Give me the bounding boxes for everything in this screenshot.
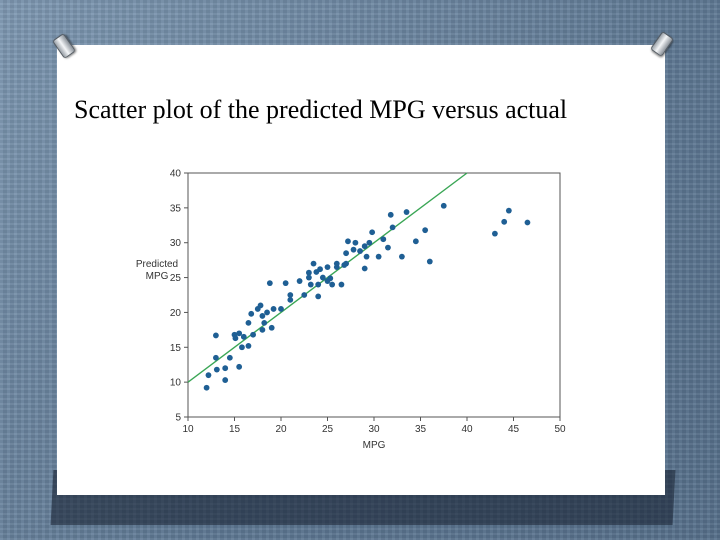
data-point bbox=[250, 331, 256, 338]
data-point bbox=[327, 275, 334, 282]
data-point bbox=[287, 292, 294, 298]
data-point bbox=[213, 366, 220, 373]
data-point bbox=[324, 264, 331, 271]
chart-container: 10 15 20 25 30 35 40 45 50 5 10 15 20 25 30 35 40 MPG Pred… bbox=[135, 163, 590, 453]
data-point bbox=[524, 219, 531, 226]
data-point bbox=[389, 224, 396, 231]
y-tick-label: 40 bbox=[170, 169, 182, 180]
data-point bbox=[350, 246, 357, 253]
data-point bbox=[345, 238, 351, 245]
y-tick-label: 20 bbox=[170, 308, 182, 319]
data-point bbox=[257, 302, 264, 309]
data-point bbox=[270, 306, 277, 312]
axes bbox=[184, 172, 561, 421]
data-point bbox=[306, 269, 312, 276]
plot-frame bbox=[187, 172, 561, 418]
data-point bbox=[343, 260, 349, 267]
scatter-chart: 10 15 20 25 30 35 40 45 50510152025303540MPGPred… bbox=[136, 169, 566, 452]
x-tick-label: 25 bbox=[322, 424, 334, 435]
data-point bbox=[245, 319, 252, 326]
data-point bbox=[366, 239, 373, 246]
x-tick-label: 45 bbox=[508, 424, 520, 435]
data-point bbox=[387, 211, 394, 218]
data-point bbox=[343, 250, 349, 257]
data-point bbox=[240, 333, 247, 340]
data-point bbox=[239, 344, 245, 351]
slide: Scatter plot of the predicted MPG versus… bbox=[57, 45, 665, 495]
data-point bbox=[422, 227, 429, 234]
data-point bbox=[338, 281, 345, 288]
x-axis-label: MPG bbox=[363, 440, 386, 451]
data-point bbox=[319, 274, 326, 281]
data-point bbox=[245, 342, 252, 349]
data-point bbox=[205, 372, 212, 379]
data-point bbox=[357, 248, 363, 254]
data-point bbox=[385, 244, 391, 251]
data-point bbox=[278, 306, 284, 312]
data-point bbox=[315, 281, 322, 288]
data-point bbox=[264, 309, 270, 316]
data-point bbox=[301, 292, 308, 298]
axis-labels: 10 15 20 25 30 35 40 45 50510152025303540MPGPred… bbox=[136, 169, 566, 452]
data-point bbox=[236, 330, 243, 337]
data-point bbox=[259, 326, 266, 333]
y-tick-label: 5 bbox=[175, 413, 181, 424]
data-point bbox=[232, 335, 239, 342]
data-point bbox=[333, 260, 340, 267]
x-tick-label: 10 bbox=[182, 424, 194, 435]
data-points bbox=[203, 202, 531, 391]
x-tick-label: 15 bbox=[229, 424, 241, 435]
data-point bbox=[248, 310, 255, 317]
data-point bbox=[296, 278, 303, 284]
data-point bbox=[412, 238, 419, 245]
data-point bbox=[403, 209, 410, 215]
data-point bbox=[236, 363, 243, 370]
data-point bbox=[380, 236, 387, 243]
y-tick-label: 25 bbox=[170, 273, 182, 284]
y-tick-label: 30 bbox=[170, 238, 182, 249]
y-tick-label: 15 bbox=[170, 343, 182, 354]
data-point bbox=[213, 354, 219, 361]
data-point bbox=[226, 354, 233, 361]
x-tick-label: 30 bbox=[368, 424, 380, 435]
data-point bbox=[440, 202, 447, 209]
y-tick-label: 10 bbox=[170, 378, 182, 389]
data-point bbox=[375, 253, 382, 260]
data-point bbox=[203, 384, 210, 391]
data-point bbox=[261, 319, 268, 326]
data-point bbox=[501, 218, 508, 225]
data-point bbox=[259, 313, 266, 319]
data-point bbox=[505, 207, 512, 214]
data-point bbox=[329, 281, 336, 288]
data-point bbox=[492, 230, 498, 237]
y-tick-label: 35 bbox=[170, 203, 182, 214]
data-point bbox=[426, 258, 433, 265]
data-point bbox=[310, 260, 317, 267]
data-point bbox=[222, 365, 229, 372]
data-point bbox=[317, 266, 323, 273]
x-tick-label: 20 bbox=[275, 424, 287, 435]
data-point bbox=[315, 293, 322, 300]
data-point bbox=[361, 243, 368, 250]
data-point bbox=[222, 377, 229, 383]
data-point bbox=[213, 332, 219, 339]
y-axis-label: Predicted MPG bbox=[136, 259, 178, 282]
data-point bbox=[306, 274, 312, 281]
data-point bbox=[363, 253, 370, 260]
x-tick-label: 40 bbox=[461, 424, 473, 435]
data-point bbox=[268, 324, 275, 331]
data-point bbox=[369, 229, 376, 236]
data-point bbox=[307, 281, 314, 288]
data-point bbox=[352, 239, 359, 246]
data-point bbox=[287, 296, 294, 303]
x-tick-label: 50 bbox=[554, 424, 566, 435]
slide-title: Scatter plot of the predicted MPG versus… bbox=[74, 95, 568, 124]
x-tick-label: 35 bbox=[415, 424, 427, 435]
data-point bbox=[266, 280, 273, 287]
data-point bbox=[282, 280, 289, 287]
data-point bbox=[361, 265, 368, 272]
data-point bbox=[399, 253, 405, 260]
